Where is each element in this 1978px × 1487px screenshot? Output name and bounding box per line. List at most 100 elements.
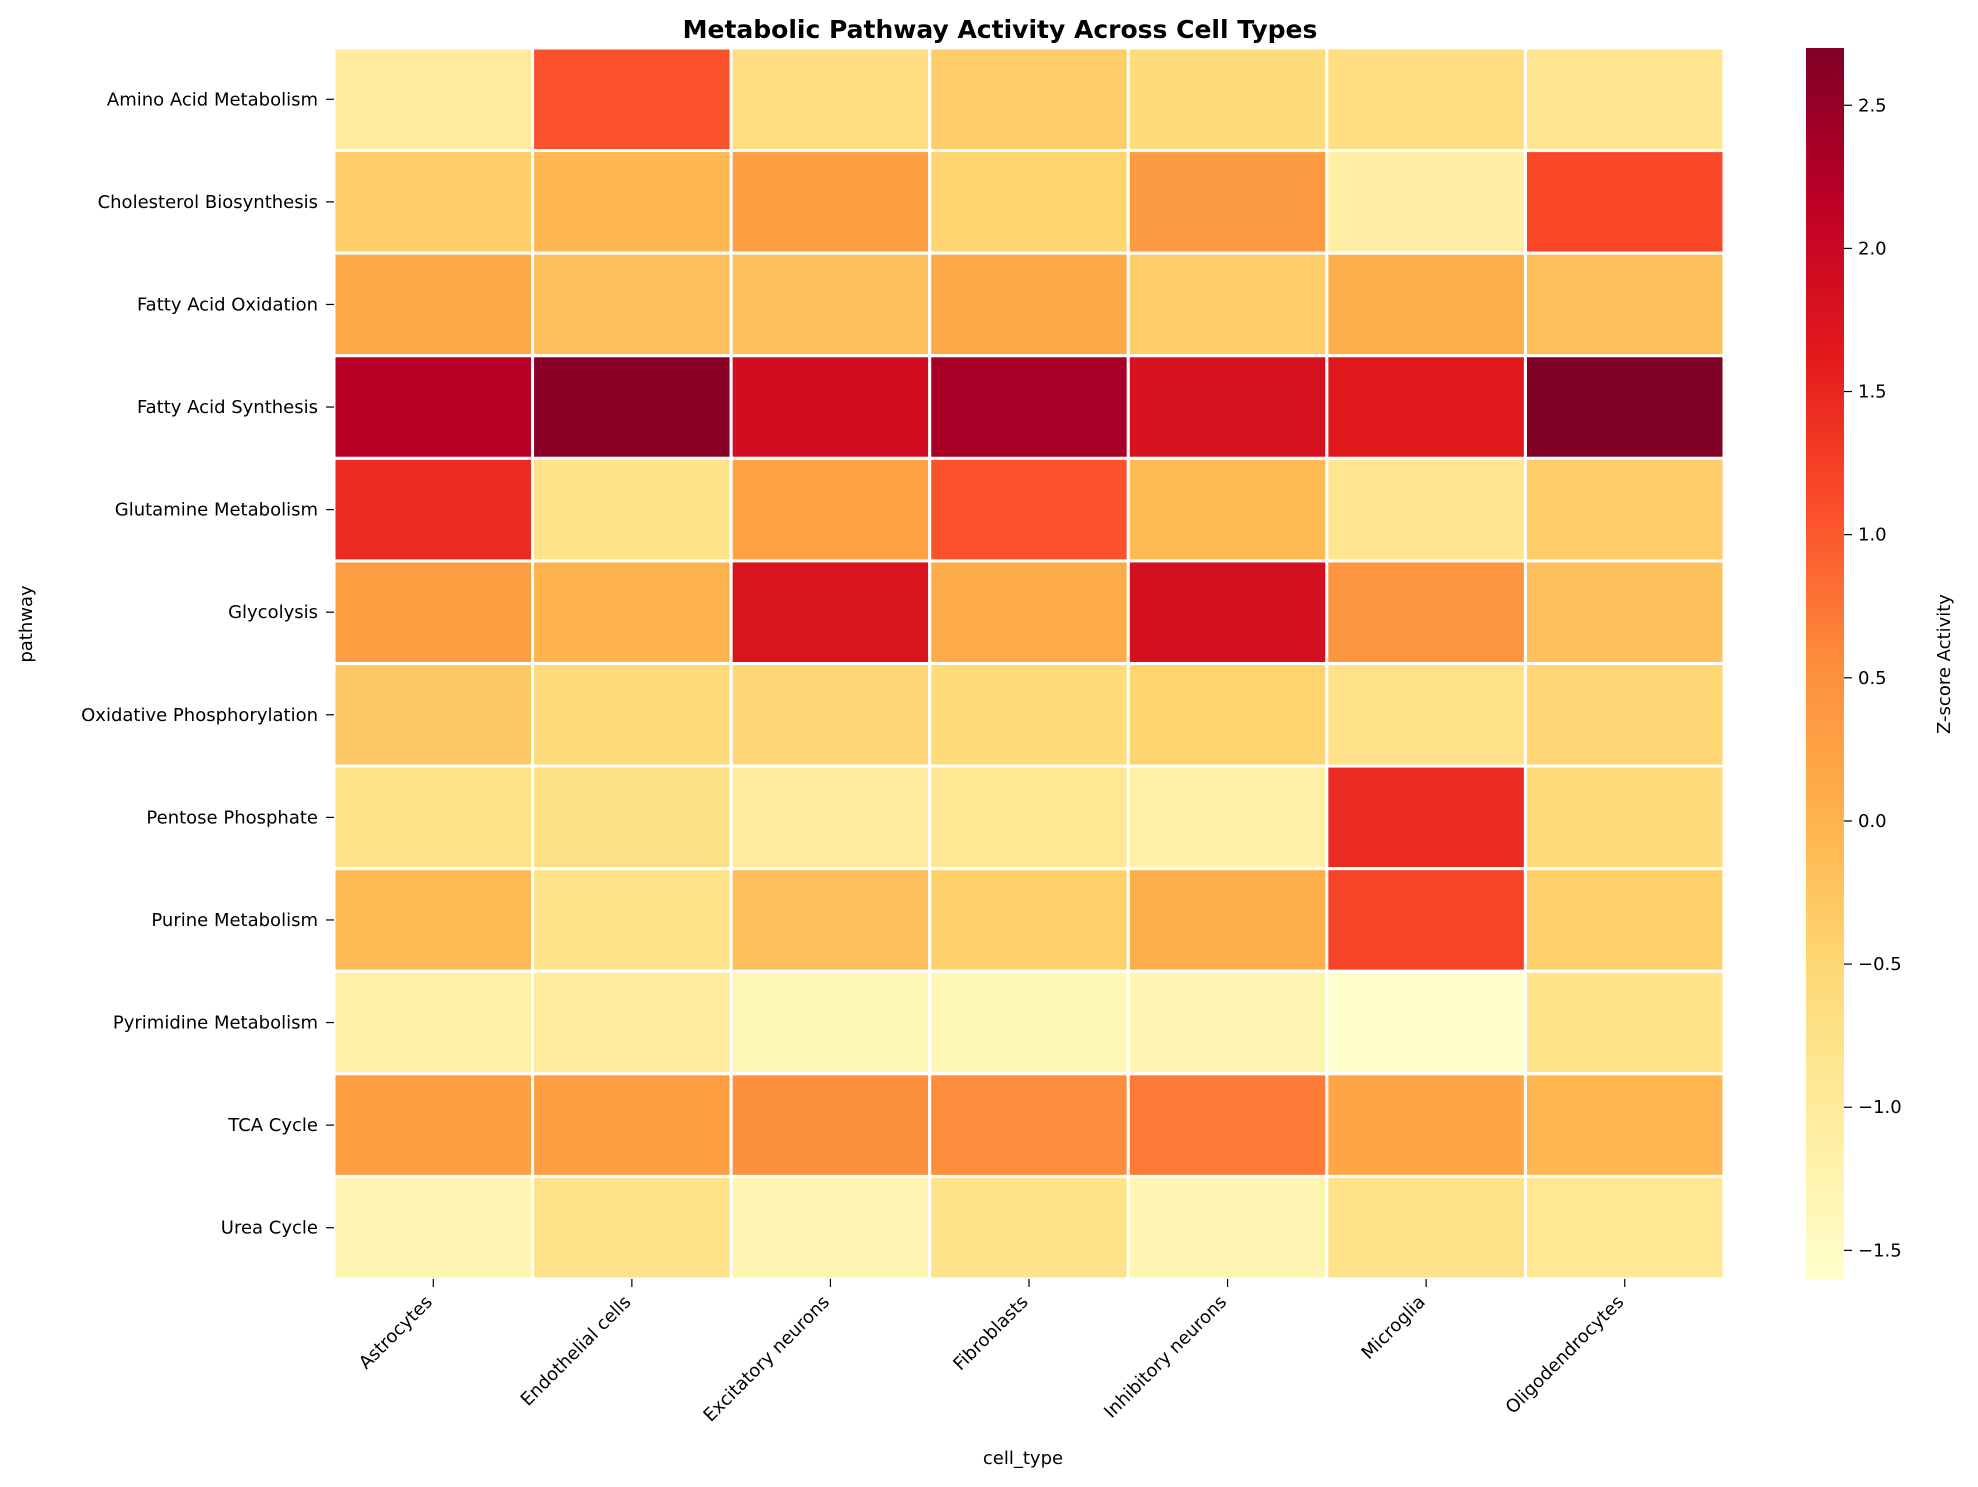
heatmap-cell <box>1126 867 1329 973</box>
y-tick-label: Amino Acid Metabolism <box>107 89 318 110</box>
heatmap-cell <box>729 559 932 666</box>
heatmap-cell <box>729 456 932 563</box>
heatmap-cell <box>332 969 535 1076</box>
heatmap-cell <box>928 46 1130 153</box>
y-tick-label: Pyrimidine Metabolism <box>113 1013 318 1034</box>
heatmap-cell <box>531 969 733 1076</box>
heatmap-cell <box>1523 559 1726 666</box>
heatmap-cell <box>1325 354 1527 460</box>
heatmap-cell <box>332 1072 535 1178</box>
y-tick-label: Oxidative Phosphorylation <box>81 705 318 726</box>
heatmap-cell <box>1325 1072 1527 1178</box>
heatmap-cell <box>332 149 535 255</box>
heatmap-cell <box>332 559 535 666</box>
heatmap-cell <box>332 764 535 871</box>
heatmap-cell <box>1126 1072 1329 1178</box>
colorbar <box>1806 48 1844 1279</box>
heatmap-cell <box>531 1072 733 1178</box>
heatmap-cell <box>1325 969 1527 1076</box>
x-axis-ticks: Astrocytes Endothelial cells Excitatory ne… <box>355 1279 1628 1426</box>
heatmap-cell <box>1325 764 1527 871</box>
x-tick-label: Oligodendrocytes <box>1502 1292 1629 1419</box>
y-tick-label: Purine Metabolism <box>151 910 318 931</box>
chart-title: Metabolic Pathway Activity Across Cell T… <box>683 15 1318 44</box>
heatmap-cell <box>729 1174 932 1281</box>
colorbar-tick-label: 1.0 <box>1858 525 1887 546</box>
heatmap-cells <box>332 46 1726 1281</box>
colorbar-tick-label: 2.0 <box>1858 238 1887 259</box>
colorbar-tick-label: 0.0 <box>1858 811 1887 832</box>
heatmap-cell <box>729 354 932 460</box>
heatmap-cell <box>928 1174 1130 1281</box>
x-tick-label: Microglia <box>1358 1292 1430 1364</box>
heatmap-cell <box>531 764 733 871</box>
heatmap-cell <box>729 867 932 973</box>
heatmap-cell <box>928 251 1130 358</box>
heatmap-cell <box>332 662 535 768</box>
heatmap-cell <box>729 969 932 1076</box>
heatmap-cell <box>1523 251 1726 358</box>
heatmap-cell <box>1523 149 1726 255</box>
y-tick-label: Fatty Acid Oxidation <box>137 294 318 315</box>
heatmap-cell <box>729 1072 932 1178</box>
heatmap-cell <box>1325 149 1527 255</box>
heatmap-cell <box>531 251 733 358</box>
heatmap-cell <box>1325 251 1527 358</box>
heatmap-cell <box>531 354 733 460</box>
heatmap-cell <box>1325 867 1527 973</box>
heatmap-cell <box>1523 867 1726 973</box>
heatmap-cell <box>332 251 535 358</box>
heatmap-cell <box>1126 969 1329 1076</box>
heatmap-cell <box>928 354 1130 460</box>
x-tick-label: Endothelial cells <box>517 1292 636 1411</box>
heatmap-cell <box>928 456 1130 563</box>
x-tick-label: Excitatory neurons <box>699 1292 834 1427</box>
heatmap-cell <box>1523 456 1726 563</box>
heatmap-cell <box>1126 46 1329 153</box>
heatmap-cell <box>531 867 733 973</box>
x-axis-label: cell_type <box>983 1448 1063 1469</box>
heatmap-cell <box>928 559 1130 666</box>
heatmap-cell <box>1523 764 1726 871</box>
heatmap-cell <box>1126 559 1329 666</box>
heatmap-cell <box>1126 1174 1329 1281</box>
y-tick-label: Glutamine Metabolism <box>115 500 318 521</box>
heatmap-cell <box>1523 662 1726 768</box>
y-tick-label: TCA Cycle <box>227 1115 318 1136</box>
heatmap-cell <box>928 969 1130 1076</box>
colorbar-ticks: 2.5 2.0 1.5 1.0 0.5 0.0 −0.5 −1.0 −1.5 <box>1844 95 1902 1261</box>
x-tick-label: Astrocytes <box>355 1292 437 1374</box>
y-tick-label: Cholesterol Biosynthesis <box>98 192 318 213</box>
y-axis-ticks: Amino Acid Metabolism Cholesterol Biosynt… <box>81 89 334 1239</box>
y-tick-label: Fatty Acid Synthesis <box>137 397 318 418</box>
heatmap-cell <box>729 46 932 153</box>
colorbar-tick-label: 2.5 <box>1858 95 1887 116</box>
heatmap-cell <box>332 1174 535 1281</box>
heatmap-cell <box>332 46 535 153</box>
x-tick-label: Inhibitory neurons <box>1100 1292 1231 1423</box>
heatmap-cell <box>531 662 733 768</box>
x-tick-label: Fibroblasts <box>949 1292 1032 1375</box>
heatmap-cell <box>1126 149 1329 255</box>
heatmap-cell <box>531 46 733 153</box>
heatmap-cell <box>1523 46 1726 153</box>
heatmap-cell <box>1325 662 1527 768</box>
colorbar-tick-label: −1.5 <box>1858 1240 1902 1261</box>
y-axis-label: pathway <box>16 585 37 663</box>
heatmap-cell <box>729 764 932 871</box>
heatmap-cell <box>1523 354 1726 460</box>
heatmap-cell <box>1126 456 1329 563</box>
heatmap-cell <box>1325 46 1527 153</box>
y-tick-label: Pentose Phosphate <box>146 807 318 828</box>
heatmap-cell <box>928 764 1130 871</box>
heatmap-cell <box>729 251 932 358</box>
y-tick-label: Urea Cycle <box>221 1218 318 1239</box>
heatmap-cell <box>1325 456 1527 563</box>
heatmap-cell <box>928 662 1130 768</box>
heatmap-cell <box>531 1174 733 1281</box>
colorbar-label: Z-score Activity <box>1934 594 1955 734</box>
heatmap-cell <box>1126 662 1329 768</box>
heatmap-cell <box>1523 1174 1726 1281</box>
